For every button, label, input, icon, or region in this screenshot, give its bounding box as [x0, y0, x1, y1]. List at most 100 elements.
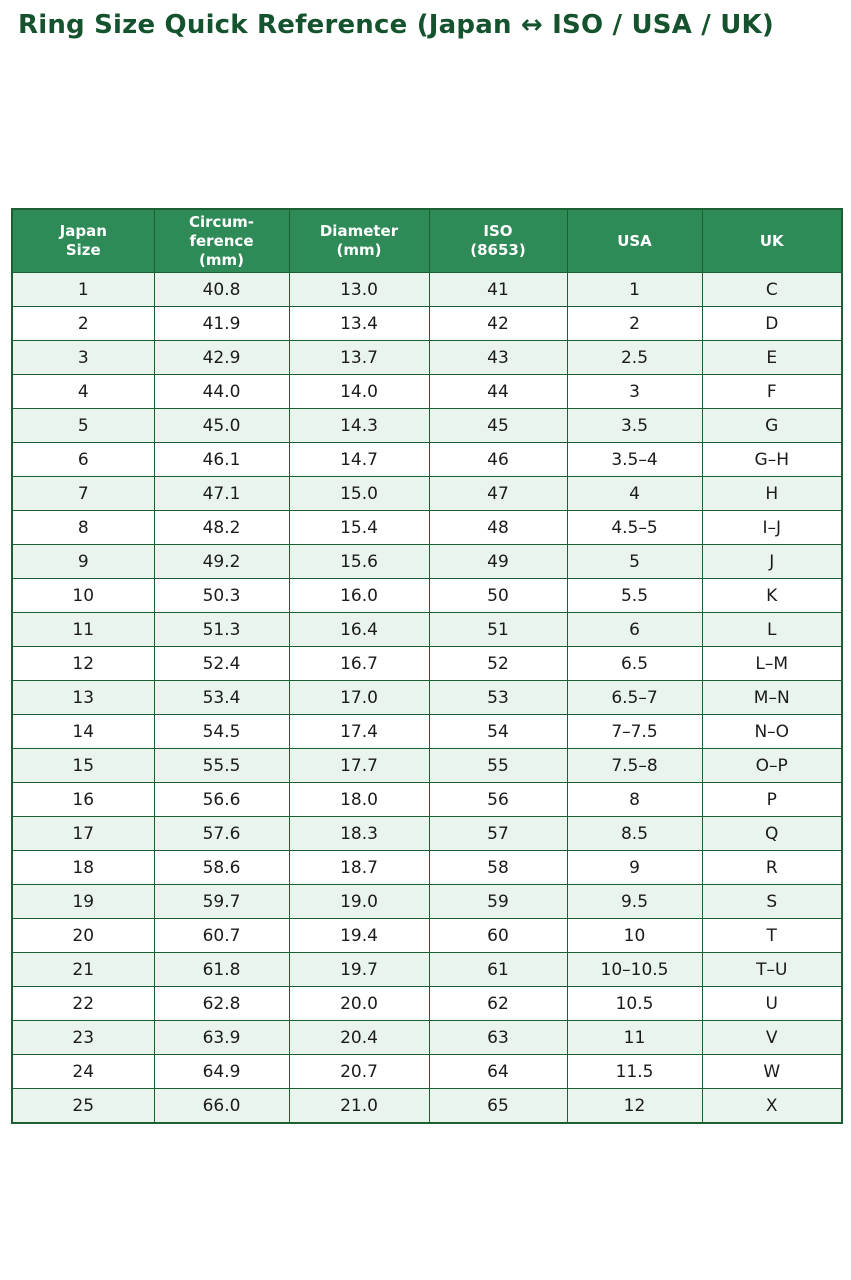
table-cell: 12 — [566, 1088, 703, 1124]
table-cell: 48 — [428, 510, 568, 546]
table-row: 17 57.6 18.3 57 8.5 Q — [11, 816, 843, 852]
table-cell: 64 — [428, 1054, 568, 1090]
table-cell: G–H — [701, 442, 843, 478]
table-row: 6 46.1 14.7 46 3.5–4 G–H — [11, 442, 843, 478]
table-cell: 4.5–5 — [566, 510, 703, 546]
table-cell: 1 — [566, 272, 703, 308]
table-row: 8 48.2 15.4 48 4.5–5 I–J — [11, 510, 843, 546]
table-cell: G — [701, 408, 843, 444]
table-cell: 42.9 — [153, 340, 290, 376]
table-cell: 21.0 — [288, 1088, 430, 1124]
table-cell: 17.4 — [288, 714, 430, 750]
table-cell: 14.7 — [288, 442, 430, 478]
table-row: 5 45.0 14.3 45 3.5 G — [11, 408, 843, 444]
table-cell: 54.5 — [153, 714, 290, 750]
table-cell: 6 — [566, 612, 703, 648]
table-cell: 16.4 — [288, 612, 430, 648]
table-cell: E — [701, 340, 843, 376]
table-row: 14 54.5 17.4 54 7–7.5 N–O — [11, 714, 843, 750]
ring-size-table: Japan Size Circum- ference (mm) Diameter (… — [11, 208, 843, 1125]
table-cell: 19 — [11, 884, 155, 920]
table-cell: 51 — [428, 612, 568, 648]
table-cell: 17.0 — [288, 680, 430, 716]
table-cell: 16 — [11, 782, 155, 818]
table-cell: 5.5 — [566, 578, 703, 614]
table-cell: 3.5–4 — [566, 442, 703, 478]
table-cell: 16.7 — [288, 646, 430, 682]
table-cell: 62 — [428, 986, 568, 1022]
table-cell: Q — [701, 816, 843, 852]
table-cell: H — [701, 476, 843, 512]
table-cell: 41.9 — [153, 306, 290, 342]
table-cell: 19.7 — [288, 952, 430, 988]
table-cell: 13.0 — [288, 272, 430, 308]
table-cell: D — [701, 306, 843, 342]
table-cell: 47.1 — [153, 476, 290, 512]
table-cell: 55.5 — [153, 748, 290, 784]
column-header: UK — [701, 208, 843, 274]
table-cell: 3 — [566, 374, 703, 410]
table-cell: 2 — [566, 306, 703, 342]
table-row: 25 66.0 21.0 65 12 X — [11, 1088, 843, 1124]
table-cell: V — [701, 1020, 843, 1056]
table-header: Japan Size Circum- ference (mm) Diameter (… — [11, 208, 843, 274]
table-cell: 46 — [428, 442, 568, 478]
table-cell: R — [701, 850, 843, 886]
table-cell: 61 — [428, 952, 568, 988]
table-cell: X — [701, 1088, 843, 1124]
table-cell: 57.6 — [153, 816, 290, 852]
table-cell: 22 — [11, 986, 155, 1022]
table-cell: 42 — [428, 306, 568, 342]
table-cell: 60 — [428, 918, 568, 954]
table-cell: 14 — [11, 714, 155, 750]
table-row: 16 56.6 18.0 56 8 P — [11, 782, 843, 818]
table-cell: 11 — [566, 1020, 703, 1056]
table-cell: 6.5 — [566, 646, 703, 682]
table-cell: 65 — [428, 1088, 568, 1124]
table-cell: 17.7 — [288, 748, 430, 784]
table-cell: 10 — [11, 578, 155, 614]
table-cell: 56 — [428, 782, 568, 818]
table-cell: 18.3 — [288, 816, 430, 852]
table-cell: 58 — [428, 850, 568, 886]
table-cell: 46.1 — [153, 442, 290, 478]
table-cell: J — [701, 544, 843, 580]
table-row: 19 59.7 19.0 59 9.5 S — [11, 884, 843, 920]
table-row: 10 50.3 16.0 50 5.5 K — [11, 578, 843, 614]
table-cell: 40.8 — [153, 272, 290, 308]
table-row: 23 63.9 20.4 63 11 V — [11, 1020, 843, 1056]
table-cell: 13 — [11, 680, 155, 716]
table-cell: 9 — [566, 850, 703, 886]
table-cell: 13.4 — [288, 306, 430, 342]
table-row: 18 58.6 18.7 58 9 R — [11, 850, 843, 886]
column-header: Diameter (mm) — [288, 208, 430, 274]
table-cell: L — [701, 612, 843, 648]
table-row: 22 62.8 20.0 62 10.5 U — [11, 986, 843, 1022]
table-row: 3 42.9 13.7 43 2.5 E — [11, 340, 843, 376]
column-header: Circum- ference (mm) — [153, 208, 290, 274]
table-body: 1 40.8 13.0 41 1 C 2 41.9 13.4 42 2 D 3 42.9 13.7 43 2.5… — [11, 272, 843, 1124]
table-cell: 10.5 — [566, 986, 703, 1022]
table-cell: 15.0 — [288, 476, 430, 512]
table-cell: 43 — [428, 340, 568, 376]
column-header: Japan Size — [11, 208, 155, 274]
table-cell: 23 — [11, 1020, 155, 1056]
table-cell: 13.7 — [288, 340, 430, 376]
table-cell: 18 — [11, 850, 155, 886]
table-cell: 59.7 — [153, 884, 290, 920]
table-cell: 45.0 — [153, 408, 290, 444]
table-row: 12 52.4 16.7 52 6.5 L–M — [11, 646, 843, 682]
table-cell: I–J — [701, 510, 843, 546]
table-cell: 5 — [566, 544, 703, 580]
table-cell: 9.5 — [566, 884, 703, 920]
table-cell: 12 — [11, 646, 155, 682]
page-title: Ring Size Quick Reference (Japan ↔ ISO /… — [18, 10, 774, 40]
table-cell: 15 — [11, 748, 155, 784]
table-cell: 19.4 — [288, 918, 430, 954]
table-cell: 4 — [11, 374, 155, 410]
table-cell: 9 — [11, 544, 155, 580]
table-cell: T — [701, 918, 843, 954]
table-row: 20 60.7 19.4 60 10 T — [11, 918, 843, 954]
table-cell: 2.5 — [566, 340, 703, 376]
table-cell: O–P — [701, 748, 843, 784]
